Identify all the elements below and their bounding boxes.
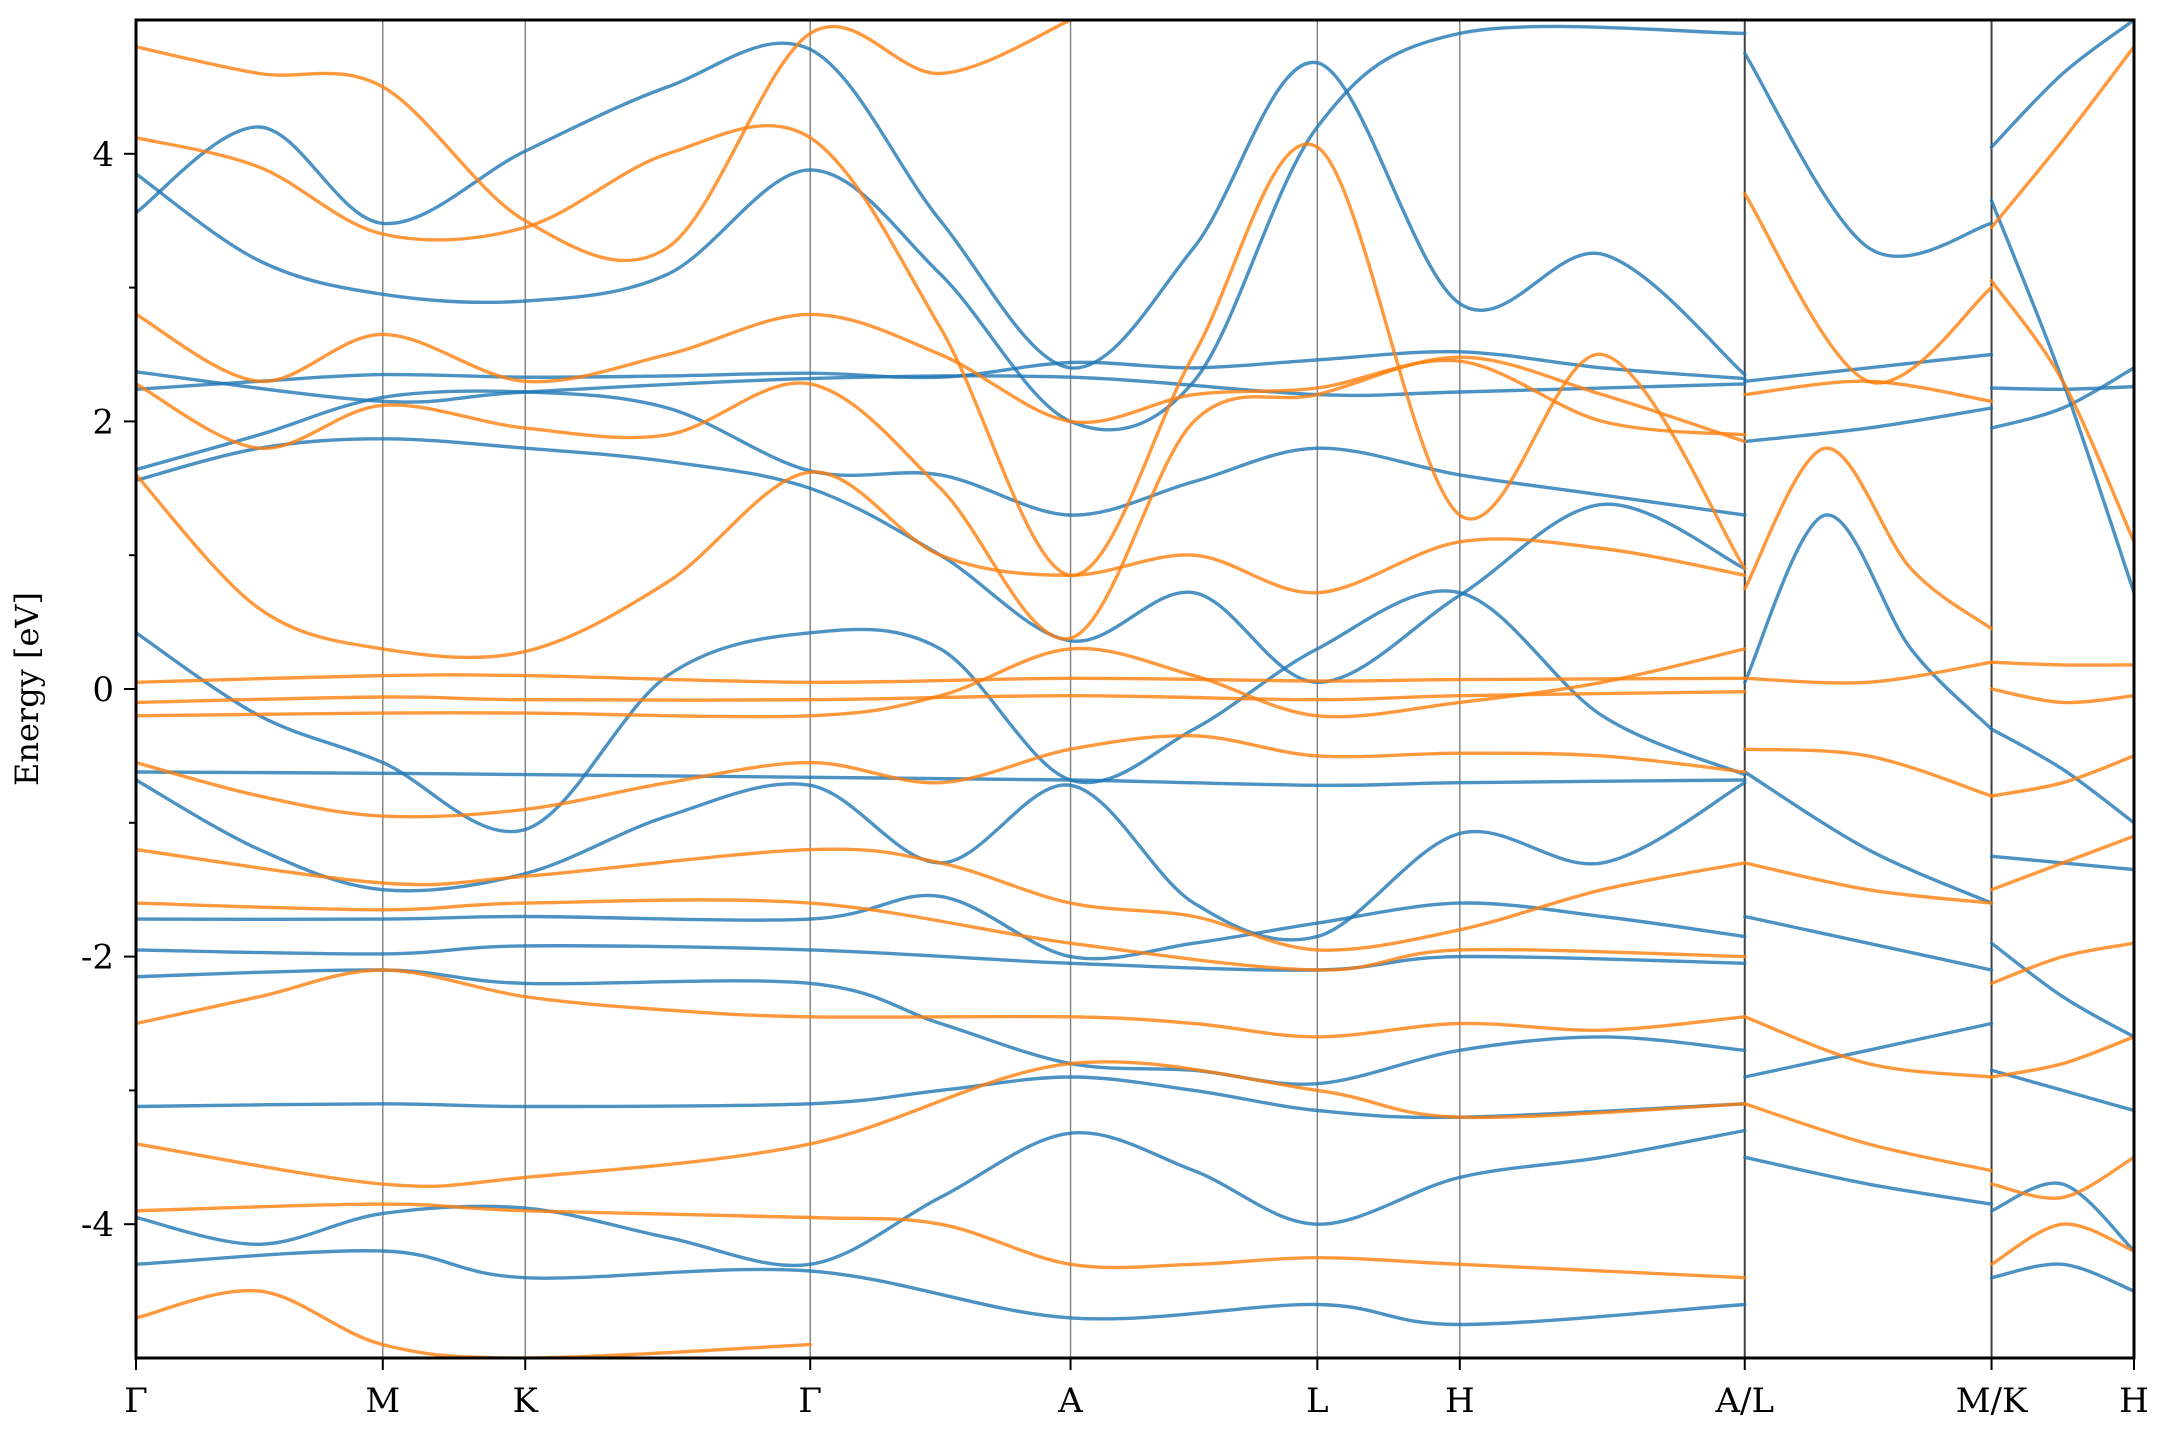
band-line-spin-down: [1989, 660, 2134, 667]
band-line-spin-up: [136, 770, 1747, 788]
band-line-spin-down: [136, 646, 1747, 719]
high-symmetry-lines: [382, 20, 1993, 1358]
kpoint-label: Γ: [798, 1381, 822, 1421]
band-line-spin-down: [136, 690, 1747, 705]
kpoint-label: A/L: [1714, 1381, 1774, 1421]
y-tick-label: -2: [81, 938, 114, 978]
kpoint-label: H: [1445, 1381, 1475, 1421]
band-line-spin-up: [1743, 1155, 1994, 1206]
bands: [136, 20, 2134, 1358]
band-line-spin-up: [1989, 20, 2134, 149]
band-line-spin-up: [136, 968, 1747, 1086]
band-line-spin-up: [136, 589, 1747, 834]
y-axis: 4 2 0 -2 -4: [81, 135, 136, 1245]
band-line-spin-down: [1743, 747, 1994, 798]
band-line-spin-up: [1743, 51, 1994, 259]
band-line-spin-down: [1989, 1155, 2134, 1200]
band-line-spin-down: [1989, 834, 2134, 892]
band-line-spin-down: [1743, 446, 1994, 631]
band-line-spin-down: [1989, 687, 2134, 705]
band-line-spin-up: [1743, 770, 1994, 905]
band-line-spin-down: [136, 898, 1747, 972]
band-line-spin-up: [1743, 406, 1994, 444]
band-line-spin-up: [1743, 513, 1994, 731]
band-line-spin-up: [1989, 366, 2134, 430]
kpoint-label: K: [513, 1381, 539, 1421]
band-line-spin-up: [1743, 352, 1994, 383]
band-line-spin-up: [1989, 1068, 2134, 1113]
band-line-spin-up: [136, 778, 1747, 942]
band-line-spin-up: [1989, 384, 2134, 392]
band-line-spin-down: [136, 733, 1747, 819]
band-line-spin-down: [1743, 861, 1994, 905]
band-line-spin-up: [136, 389, 1747, 517]
y-tick-label: 4: [92, 135, 114, 175]
band-line-spin-down: [1989, 45, 2134, 230]
y-tick-label: 2: [92, 402, 114, 442]
band-line-spin-down: [1743, 192, 1994, 385]
band-line-spin-down: [136, 1288, 812, 1358]
band-line-spin-down: [136, 1202, 1747, 1280]
band-line-spin-up: [136, 24, 1747, 432]
band-line-spin-down: [1989, 1035, 2134, 1079]
band-line-spin-down: [136, 847, 1747, 952]
band-line-spin-up: [136, 41, 1747, 377]
band-line-spin-down: [136, 673, 1747, 685]
kpoint-label: Γ: [124, 1381, 148, 1421]
band-line-spin-up: [136, 1249, 1747, 1327]
band-line-spin-up: [1743, 1021, 1994, 1079]
band-line-spin-down: [1743, 1102, 1994, 1173]
band-line-spin-up: [136, 349, 1747, 391]
band-line-spin-up: [136, 1128, 1747, 1268]
band-line-spin-down: [1743, 660, 1994, 685]
band-line-spin-up: [136, 893, 1747, 961]
band-line-spin-down: [1989, 754, 2134, 798]
band-line-spin-down: [1989, 941, 2134, 986]
kpoint-label: L: [1306, 1381, 1329, 1421]
y-axis-label: Energy [eV]: [8, 592, 46, 786]
kpoint-label: M: [365, 1381, 400, 1421]
band-line-spin-down: [1989, 279, 2134, 544]
band-line-spin-down: [1989, 1222, 2134, 1266]
band-line-spin-up: [1989, 198, 2134, 595]
band-line-spin-up: [136, 944, 1747, 972]
plot-frame: [134, 18, 2136, 1360]
band-line-spin-up: [1989, 1181, 2134, 1253]
y-tick-label: -4: [81, 1205, 114, 1245]
band-line-spin-up: [1989, 1262, 2134, 1293]
y-tick-label: 0: [92, 670, 114, 710]
band-line-spin-up: [136, 370, 1747, 404]
band-line-spin-down: [136, 312, 1747, 437]
band-line-spin-up: [1743, 914, 1994, 972]
band-line-spin-down: [1743, 1015, 1994, 1079]
band-line-spin-down: [136, 20, 1073, 263]
band-line-spin-down: [1743, 379, 1994, 403]
band-line-spin-up: [136, 1075, 1747, 1120]
band-line-spin-down: [136, 1060, 1747, 1189]
x-axis: Γ M K Γ A L H A/L M/K H: [124, 1358, 2149, 1421]
band-line-spin-down: [136, 968, 1747, 1039]
band-line-spin-down: [136, 123, 1747, 578]
kpoint-label: H: [2119, 1381, 2149, 1421]
band-line-spin-down: [136, 470, 1747, 660]
band-line-spin-up: [1989, 727, 2134, 825]
band-line-spin-up: [1989, 941, 2134, 1039]
kpoint-label: M/K: [1956, 1381, 2028, 1421]
band-line-spin-down: [136, 355, 1747, 641]
kpoint-label: A: [1057, 1381, 1083, 1421]
